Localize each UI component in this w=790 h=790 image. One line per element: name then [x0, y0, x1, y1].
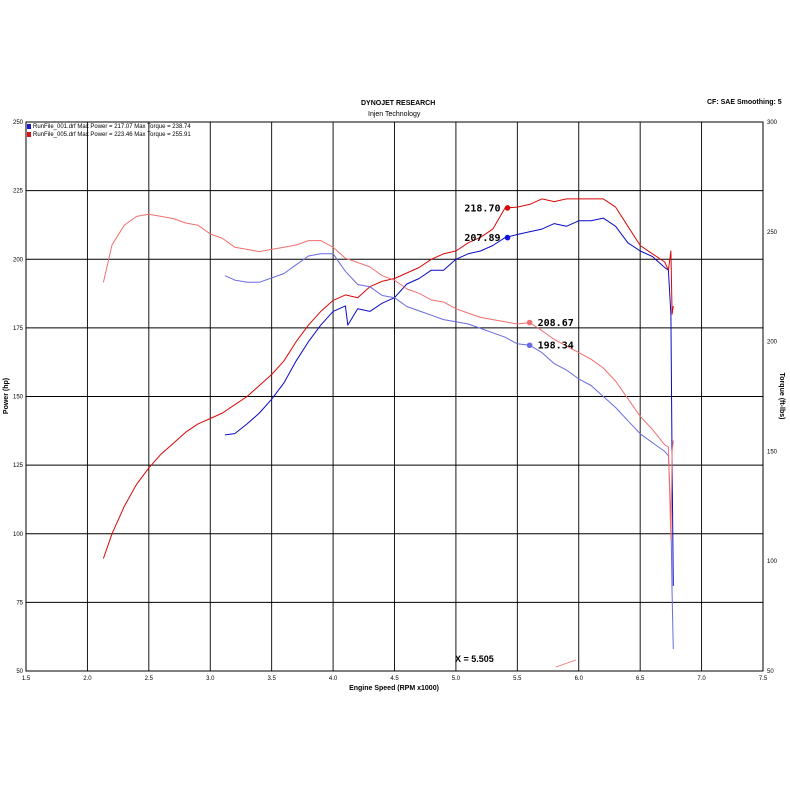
x-tick-label: 6.5 [636, 676, 645, 682]
x-tick-label: 4.0 [329, 676, 338, 682]
y2-tick-label: 150 [767, 449, 778, 455]
marker-label: 218.70 [464, 203, 500, 214]
y-tick-label: 50 [16, 669, 23, 675]
x-axis-label: Engine Speed (RPM x1000) [349, 685, 439, 692]
legend-item-run5: RunFile_005.drf Max Power = 223.46 Max T… [27, 132, 191, 138]
series-line-power-1 [102, 198, 674, 559]
series-line-torque-3 [102, 213, 674, 540]
y-tick-label: 225 [13, 189, 24, 195]
legend-text-run1: RunFile_001.drf Max Power = 217.07 Max T… [33, 124, 191, 131]
x-tick-label: 2.0 [83, 676, 92, 682]
legend-text-run5: RunFile_005.drf Max Power = 223.46 Max T… [33, 132, 191, 139]
cursor-pointer [555, 659, 577, 668]
settings-label: CF: SAE Smoothing: 5 [707, 99, 782, 106]
marker-label: 208.67 [538, 318, 574, 329]
legend-swatch-run5 [27, 132, 31, 137]
y-tick-label: 125 [13, 463, 24, 469]
y2-tick-label: 250 [767, 230, 778, 236]
marker-label: 198.34 [538, 341, 574, 352]
chart-title: DYNOJET RESEARCH [361, 100, 436, 107]
marker-label: 207.89 [464, 233, 500, 244]
y-axis-label: Power (hp) [3, 378, 10, 414]
x-tick-label: 7.0 [697, 676, 706, 682]
y2-tick-label: 300 [767, 120, 778, 126]
y-tick-label: 250 [13, 120, 24, 126]
y-tick-label: 100 [13, 532, 24, 538]
cursor-label: X = 5.505 [455, 654, 494, 664]
marker-dot [526, 342, 533, 349]
series-line-torque-2 [224, 253, 674, 650]
series-line-power-0 [224, 217, 674, 586]
x-tick-label: 4.5 [390, 676, 399, 682]
x-tick-label: 1.5 [22, 676, 31, 682]
y-tick-label: 150 [13, 395, 24, 401]
x-tick-label: 3.5 [267, 676, 276, 682]
x-tick-label: 3.0 [206, 676, 215, 682]
grid [25, 121, 764, 672]
marker-dot [504, 205, 511, 211]
x-tick-label: 6.0 [575, 676, 584, 682]
marker-dot [526, 319, 533, 326]
marker-dot [504, 234, 511, 241]
series-lines [102, 198, 674, 650]
markers: 218.70 207.89 208.67 198.34 [464, 203, 577, 668]
tick-labels: 1.5 2.0 2.5 3.0 3.5 4.0 4.5 5.0 5.5 6.0 6.5 7.0 7.55… [13, 120, 778, 682]
y2-tick-label: 50 [767, 669, 774, 675]
x-tick-label: 5.0 [452, 676, 461, 682]
y2-tick-label: 100 [767, 559, 778, 565]
y-tick-label: 200 [13, 257, 24, 263]
y2-axis-label: Torque (ft-lbs) [778, 373, 785, 420]
legend-item-run1: RunFile_001.drf Max Power = 217.07 Max T… [27, 124, 191, 130]
x-tick-label: 5.5 [513, 676, 522, 682]
y2-tick-label: 200 [767, 340, 778, 346]
y-tick-label: 175 [13, 326, 24, 332]
x-tick-label: 7.5 [759, 676, 768, 682]
legend-swatch-run1 [27, 124, 31, 129]
y-tick-label: 75 [16, 600, 23, 606]
chart-subtitle: Injen Technology [368, 111, 421, 118]
x-tick-label: 2.5 [145, 676, 154, 682]
